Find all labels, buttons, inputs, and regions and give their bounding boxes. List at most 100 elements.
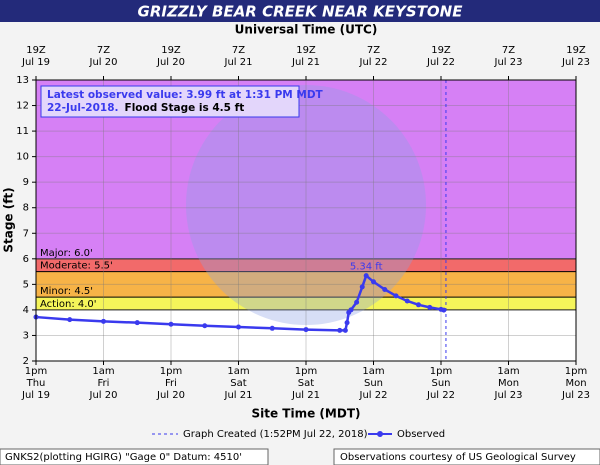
observed-point <box>202 323 208 329</box>
y-tick-label: 10 <box>16 152 29 163</box>
x-tick-label: Fri <box>165 378 177 389</box>
x2-tick-label: Jul 22 <box>359 57 388 68</box>
x-tick-label: Jul 20 <box>89 390 118 401</box>
footer-left: GNKS2(plotting HGIRG) "Gage 0" Datum: 45… <box>5 452 242 463</box>
stage-band <box>36 258 576 272</box>
x-tick-label: 1am <box>227 366 249 377</box>
x-tick-label: 1pm <box>160 366 182 377</box>
observed-point <box>441 307 447 313</box>
stage-label: Action: 4.0' <box>40 299 97 310</box>
observed-point <box>269 325 275 331</box>
plot-frame <box>35 79 577 362</box>
y-tick-label: 13 <box>16 75 29 86</box>
x2-tick-label: 19Z <box>26 45 46 56</box>
stage-label: Moderate: 5.5' <box>40 261 113 272</box>
observed-point <box>427 304 433 310</box>
y-tick-label: 8 <box>23 203 29 214</box>
x-tick-label: Sun <box>364 378 383 389</box>
y-tick-label: 5 <box>23 279 29 290</box>
info-date: 22-Jul-2018. Flood Stage is 4.5 ft <box>47 102 244 114</box>
x-tick-label: Jul 23 <box>561 390 590 401</box>
x2-axis-label: Universal Time (UTC) <box>235 23 378 37</box>
x-tick-label: Mon <box>565 378 586 389</box>
x2-tick-label: 7Z <box>97 45 110 56</box>
info-date: 22-Jul-2018. <box>47 102 119 114</box>
observed-point <box>363 273 369 279</box>
y-tick-label: 3 <box>23 330 29 341</box>
legend-label: Graph Created (1:52PM Jul 22, 2018) <box>183 429 368 440</box>
x2-tick-label: Jul 22 <box>426 57 455 68</box>
y-tick-label: 4 <box>23 305 29 316</box>
y-tick-label: 7 <box>23 228 29 239</box>
x-tick-label: Sat <box>230 378 246 389</box>
observed-point <box>359 284 365 290</box>
observed-point <box>382 286 388 292</box>
observed-point <box>371 279 376 285</box>
footer-right: Observations courtesy of US Geological S… <box>340 452 576 463</box>
x2-tick-label: Jul 20 <box>156 57 185 68</box>
info-line: Latest observed value: 3.99 ft at 1:31 P… <box>47 89 324 101</box>
y-tick-label: 6 <box>23 254 29 265</box>
observed-point <box>342 327 348 333</box>
y-tick-label: 2 <box>23 356 29 367</box>
x-tick-label: Jul 20 <box>156 390 185 401</box>
x2-tick-label: 7Z <box>502 45 515 56</box>
x-tick-label: Fri <box>98 378 110 389</box>
x-tick-label: Jul 21 <box>291 390 320 401</box>
x2-tick-label: Jul 23 <box>494 57 523 68</box>
x2-tick-label: Jul 20 <box>89 57 118 68</box>
observed-point <box>404 298 410 304</box>
x-tick-label: 1pm <box>295 366 317 377</box>
footer-box <box>0 448 269 465</box>
y-axis-label: Stage (ft) <box>2 187 16 252</box>
info-box <box>40 85 300 118</box>
observed-point <box>344 320 350 326</box>
x-tick-label: Jul 22 <box>359 390 388 401</box>
x2-tick-label: 7Z <box>232 45 245 56</box>
y-tick-label: 12 <box>16 101 29 112</box>
observed-point <box>354 299 360 305</box>
x-tick-label: Sat <box>298 378 314 389</box>
observed-point <box>303 327 309 333</box>
x2-tick-label: 19Z <box>566 45 586 56</box>
x-tick-label: Jul 22 <box>426 390 455 401</box>
x2-tick-label: Jul 23 <box>561 57 590 68</box>
x-tick-label: Jul 21 <box>224 390 253 401</box>
chart-title: GRIZZLY BEAR CREEK NEAR KEYSTONE <box>138 3 464 21</box>
x2-tick-label: 7Z <box>367 45 380 56</box>
stage-band <box>36 297 576 310</box>
footer-box <box>333 448 600 465</box>
plot-area: Action: 4.0' Minor: 4.5' Moderate: 5.5' Maj… <box>16 45 590 435</box>
observed-point <box>348 307 354 313</box>
x-tick-label: 1am <box>362 366 384 377</box>
x-tick-label: 1pm <box>565 366 587 377</box>
legend-marker <box>377 431 383 437</box>
x2-tick-label: Jul 21 <box>224 57 253 68</box>
observed-point <box>67 317 73 323</box>
x-tick-label: 1am <box>92 366 114 377</box>
stage-label: Minor: 4.5' <box>40 286 93 297</box>
stage-band <box>36 271 576 298</box>
x2-tick-label: 19Z <box>431 45 451 56</box>
x-tick-label: Jul 23 <box>494 390 523 401</box>
y-tick-label: 9 <box>23 177 29 188</box>
x2-tick-label: Jul 21 <box>291 57 320 68</box>
x2-tick-label: Jul 19 <box>21 57 50 68</box>
observed-point <box>337 327 343 333</box>
title-bar <box>0 0 600 22</box>
observed-point <box>393 293 399 299</box>
y-tick-label: 11 <box>16 126 29 137</box>
observed-point <box>236 324 241 330</box>
observed-point <box>134 320 140 326</box>
peak-label: 5.34 ft <box>350 262 383 273</box>
observed-point <box>168 321 174 327</box>
watermark <box>186 85 426 325</box>
x-tick-label: Jul 19 <box>21 390 50 401</box>
x-tick-label: Sun <box>431 378 450 389</box>
x-tick-label: Thu <box>26 378 46 389</box>
x2-tick-label: 19Z <box>161 45 181 56</box>
x-tick-label: 1pm <box>25 366 47 377</box>
observed-point <box>416 302 421 308</box>
observed-point <box>101 318 106 324</box>
